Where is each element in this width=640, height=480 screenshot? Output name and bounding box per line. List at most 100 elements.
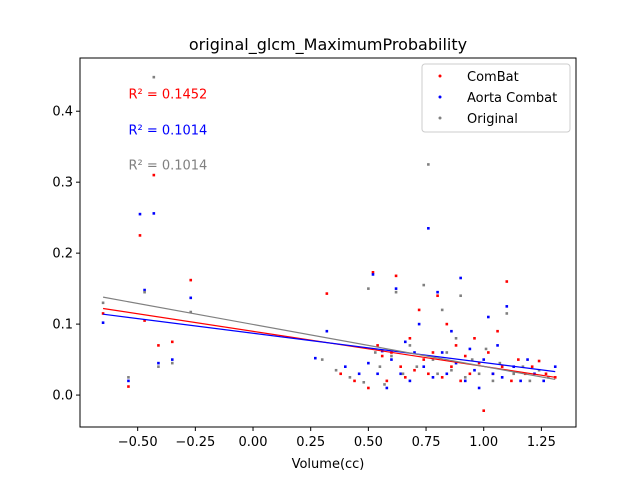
series-2 xyxy=(101,75,550,386)
legend-marker xyxy=(438,116,442,120)
x-tick-label: 0.25 xyxy=(296,435,325,450)
y-tick-label: 0.1 xyxy=(52,318,73,333)
data-point xyxy=(459,276,462,280)
data-point xyxy=(500,365,504,368)
data-point xyxy=(383,383,386,386)
data-point xyxy=(371,271,375,274)
data-point xyxy=(477,372,481,376)
data-point xyxy=(440,308,444,312)
data-point xyxy=(427,372,430,376)
legend-label: ComBat xyxy=(467,70,519,85)
series-0 xyxy=(101,173,557,412)
y-tick-label: 0.3 xyxy=(52,176,73,191)
data-point xyxy=(422,358,426,361)
data-point xyxy=(463,379,467,383)
data-point xyxy=(408,379,412,383)
data-point xyxy=(390,354,393,358)
data-point xyxy=(491,372,495,376)
data-point xyxy=(553,365,557,368)
data-point xyxy=(170,361,174,365)
data-point xyxy=(170,340,174,344)
data-point xyxy=(314,356,317,360)
data-point xyxy=(127,385,130,388)
data-point xyxy=(373,351,377,354)
data-point xyxy=(431,351,435,354)
data-point xyxy=(394,290,398,294)
x-tick-label: 1.25 xyxy=(527,435,556,450)
data-point xyxy=(487,351,490,354)
data-point xyxy=(189,278,193,282)
data-point xyxy=(454,336,458,340)
data-point xyxy=(454,361,458,365)
data-point xyxy=(440,351,444,354)
data-point xyxy=(496,344,499,347)
data-point xyxy=(334,368,338,372)
data-point xyxy=(344,365,347,368)
y-tick-label: 0.4 xyxy=(52,105,73,120)
data-point xyxy=(431,376,435,379)
data-point xyxy=(445,372,449,376)
data-point xyxy=(417,322,421,326)
x-tick-label: 1.00 xyxy=(469,435,498,450)
data-point xyxy=(512,372,516,376)
data-point xyxy=(445,351,449,354)
data-point xyxy=(473,336,476,340)
data-point xyxy=(528,379,532,383)
data-point xyxy=(482,409,486,412)
data-point xyxy=(517,358,520,361)
data-point xyxy=(436,372,439,376)
data-point xyxy=(450,329,453,333)
data-point xyxy=(157,344,160,347)
data-point xyxy=(403,376,407,379)
data-point xyxy=(468,372,472,376)
fit-line xyxy=(102,296,556,381)
r-squared-label: R² = 0.1014 xyxy=(128,158,207,173)
data-point xyxy=(101,321,105,324)
data-point xyxy=(431,358,435,361)
data-point xyxy=(530,365,534,368)
data-point xyxy=(348,376,352,379)
data-point xyxy=(415,365,419,368)
r-squared-label: R² = 0.1014 xyxy=(128,124,207,139)
data-point xyxy=(422,365,426,368)
data-point xyxy=(325,292,329,295)
data-point xyxy=(401,372,405,376)
x-tick-label: −0.25 xyxy=(175,435,215,450)
axes-frame xyxy=(79,57,577,428)
legend-label: Original xyxy=(467,112,518,127)
data-point xyxy=(484,347,488,351)
data-point xyxy=(427,227,430,230)
chart-title: original_glcm_MaximumProbability xyxy=(189,35,467,55)
data-point xyxy=(367,361,370,365)
data-point xyxy=(440,376,444,379)
data-point xyxy=(468,347,472,351)
data-point xyxy=(362,380,366,384)
data-point xyxy=(403,340,407,344)
data-point xyxy=(385,379,389,383)
data-point xyxy=(482,358,486,361)
y-tick-label: 0.0 xyxy=(52,389,73,404)
data-point xyxy=(491,379,495,383)
data-point xyxy=(436,290,439,294)
data-point xyxy=(394,274,398,278)
data-point xyxy=(510,379,513,383)
data-point xyxy=(547,376,550,379)
data-point xyxy=(544,372,548,376)
data-point xyxy=(189,296,193,300)
data-point xyxy=(450,368,453,372)
data-point xyxy=(380,354,384,358)
data-point xyxy=(152,75,156,79)
data-point xyxy=(427,163,430,166)
data-point xyxy=(170,358,174,361)
data-point xyxy=(505,312,509,315)
data-point xyxy=(526,358,529,361)
legend-box xyxy=(421,63,571,133)
data-point xyxy=(143,290,146,294)
data-point xyxy=(189,310,193,314)
data-point xyxy=(505,305,509,308)
data-point xyxy=(399,365,402,368)
data-point xyxy=(498,361,502,365)
data-point xyxy=(417,308,421,312)
y-tick-label: 0.2 xyxy=(52,247,73,262)
